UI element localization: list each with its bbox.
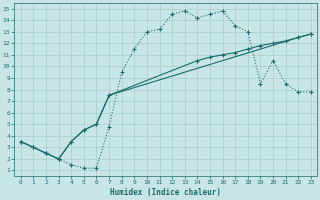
X-axis label: Humidex (Indice chaleur): Humidex (Indice chaleur) <box>110 188 221 197</box>
